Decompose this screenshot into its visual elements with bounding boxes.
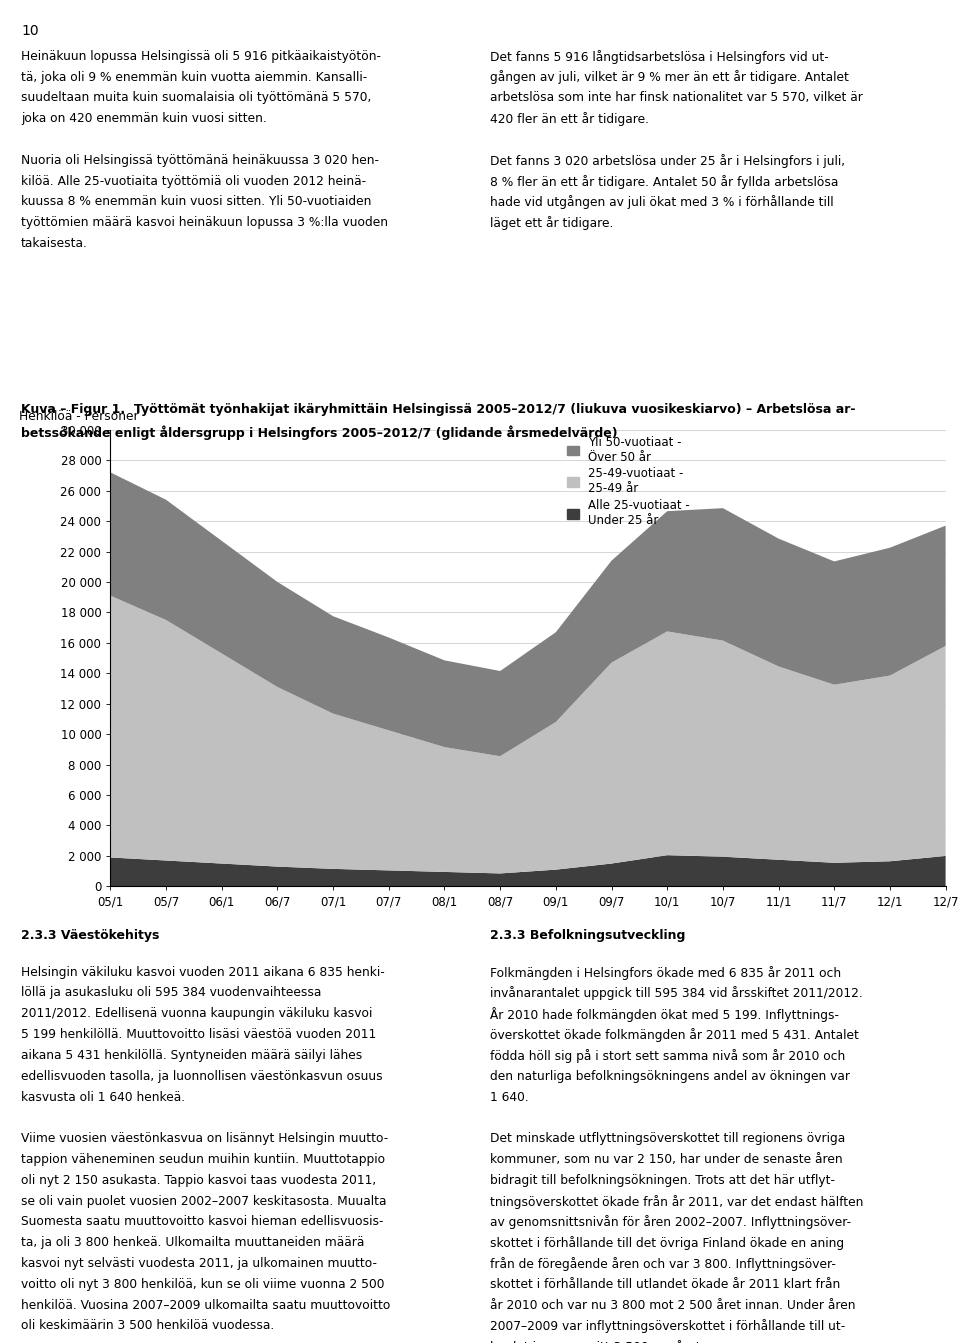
Text: arbetslösa som inte har finsk nationalitet var 5 570, vilket är: arbetslösa som inte har finsk nationalit… — [490, 91, 862, 105]
Text: skottet i förhållande till utlandet ökade år 2011 klart från: skottet i förhållande till utlandet ökad… — [490, 1279, 840, 1291]
Text: överskottet ökade folkmängden år 2011 med 5 431. Antalet: överskottet ökade folkmängden år 2011 me… — [490, 1029, 858, 1042]
Text: skottet i förhållande till det övriga Finland ökade en aning: skottet i förhållande till det övriga Fi… — [490, 1237, 844, 1250]
Text: voitto oli nyt 3 800 henkilöä, kun se oli viime vuonna 2 500: voitto oli nyt 3 800 henkilöä, kun se ol… — [21, 1279, 385, 1291]
Text: 2.3.3 Väestökehitys: 2.3.3 Väestökehitys — [21, 929, 159, 943]
Text: oli nyt 2 150 asukasta. Tappio kasvoi taas vuodesta 2011,: oli nyt 2 150 asukasta. Tappio kasvoi ta… — [21, 1174, 376, 1187]
Legend: Yli 50-vuotiaat -
Över 50 år, 25-49-vuotiaat -
25-49 år, Alle 25-vuotiaat -
Unde: Yli 50-vuotiaat - Över 50 år, 25-49-vuot… — [566, 435, 689, 526]
Text: 10: 10 — [21, 24, 38, 38]
Text: Suomesta saatu muuttovoitto kasvoi hieman edellisvuosis-: Suomesta saatu muuttovoitto kasvoi hiema… — [21, 1215, 384, 1229]
Text: tningsöverskottet ökade från år 2011, var det endast hälften: tningsöverskottet ökade från år 2011, va… — [490, 1195, 863, 1209]
Text: edellisvuoden tasolla, ja luonnollisen väestönkasvun osuus: edellisvuoden tasolla, ja luonnollisen v… — [21, 1069, 383, 1082]
Text: Det minskade utflyttningsöverskottet till regionens övriga: Det minskade utflyttningsöverskottet til… — [490, 1132, 845, 1146]
Text: hade vid utgången av juli ökat med 3 % i förhållande till: hade vid utgången av juli ökat med 3 % i… — [490, 196, 833, 210]
Text: kilöä. Alle 25-vuotiaita työttömiä oli vuoden 2012 heinä-: kilöä. Alle 25-vuotiaita työttömiä oli v… — [21, 175, 367, 188]
Text: suudeltaan muita kuin suomalaisia oli työttömänä 5 570,: suudeltaan muita kuin suomalaisia oli ty… — [21, 91, 372, 105]
Text: invånarantalet uppgick till 595 384 vid årsskiftet 2011/2012.: invånarantalet uppgick till 595 384 vid … — [490, 986, 862, 1001]
Text: år 2010 och var nu 3 800 mot 2 500 året innan. Under åren: år 2010 och var nu 3 800 mot 2 500 året … — [490, 1299, 855, 1312]
Text: 1 640.: 1 640. — [490, 1091, 528, 1104]
Text: 2.3.3 Befolkningsutveckling: 2.3.3 Befolkningsutveckling — [490, 929, 685, 943]
Text: ta, ja oli 3 800 henkeä. Ulkomailta muuttaneiden määrä: ta, ja oli 3 800 henkeä. Ulkomailta muut… — [21, 1237, 365, 1249]
Text: oli keskimäärin 3 500 henkilöä vuodessa.: oli keskimäärin 3 500 henkilöä vuodessa. — [21, 1319, 275, 1332]
Text: Heinäkuun lopussa Helsingissä oli 5 916 pitkäaikaistyötön-: Heinäkuun lopussa Helsingissä oli 5 916 … — [21, 50, 381, 63]
Text: tä, joka oli 9 % enemmän kuin vuotta aiemmin. Kansalli-: tä, joka oli 9 % enemmän kuin vuotta aie… — [21, 70, 368, 83]
Text: Helsingin väkiluku kasvoi vuoden 2011 aikana 6 835 henki-: Helsingin väkiluku kasvoi vuoden 2011 ai… — [21, 966, 385, 979]
Text: löllä ja asukasluku oli 595 384 vuodenvaihteessa: löllä ja asukasluku oli 595 384 vuodenva… — [21, 986, 322, 999]
Text: työttömien määrä kasvoi heinäkuun lopussa 3 %:lla vuoden: työttömien määrä kasvoi heinäkuun lopuss… — [21, 216, 388, 230]
Text: 8 % fler än ett år tidigare. Antalet 50 år fyllda arbetslösa: 8 % fler än ett år tidigare. Antalet 50 … — [490, 175, 838, 188]
Text: 5 199 henkilöllä. Muuttovoitto lisäsi väestöä vuoden 2011: 5 199 henkilöllä. Muuttovoitto lisäsi vä… — [21, 1029, 376, 1041]
Text: av genomsnittsnivån för åren 2002–2007. Inflyttningsöver-: av genomsnittsnivån för åren 2002–2007. … — [490, 1215, 851, 1229]
Text: Det fanns 5 916 långtidsarbetslösa i Helsingfors vid ut-: Det fanns 5 916 långtidsarbetslösa i Hel… — [490, 50, 828, 63]
Text: Viime vuosien väestönkasvua on lisännyt Helsingin muutto-: Viime vuosien väestönkasvua on lisännyt … — [21, 1132, 389, 1146]
Text: bidragit till befolkningsökningen. Trots att det här utflyt-: bidragit till befolkningsökningen. Trots… — [490, 1174, 834, 1187]
Text: från de föregående åren och var 3 800. Inflyttningsöver-: från de föregående åren och var 3 800. I… — [490, 1257, 835, 1270]
Text: Kuva – Figur 1.  Työttömät työnhakijat ikäryhmittäin Helsingissä 2005–2012/7 (li: Kuva – Figur 1. Työttömät työnhakijat ik… — [21, 403, 855, 416]
Text: gången av juli, vilket är 9 % mer än ett år tidigare. Antalet: gången av juli, vilket är 9 % mer än ett… — [490, 70, 849, 85]
Text: År 2010 hade folkmängden ökat med 5 199. Inflyttnings-: År 2010 hade folkmängden ökat med 5 199.… — [490, 1007, 839, 1022]
Text: betssökande enligt åldersgrupp i Helsingfors 2005–2012/7 (glidande årsmedelvärde: betssökande enligt åldersgrupp i Helsing… — [21, 426, 617, 441]
Text: 420 fler än ett år tidigare.: 420 fler än ett år tidigare. — [490, 113, 649, 126]
Text: Det fanns 3 020 arbetslösa under 25 år i Helsingfors i juli,: Det fanns 3 020 arbetslösa under 25 år i… — [490, 154, 845, 168]
Text: se oli vain puolet vuosien 2002–2007 keskitasosta. Muualta: se oli vain puolet vuosien 2002–2007 kes… — [21, 1195, 387, 1207]
Text: Nuoria oli Helsingissä työttömänä heinäkuussa 3 020 hen-: Nuoria oli Helsingissä työttömänä heinäk… — [21, 154, 379, 167]
Text: kommuner, som nu var 2 150, har under de senaste åren: kommuner, som nu var 2 150, har under de… — [490, 1152, 842, 1166]
Text: takaisesta.: takaisesta. — [21, 238, 88, 250]
Text: 2011/2012. Edellisenä vuonna kaupungin väkiluku kasvoi: 2011/2012. Edellisenä vuonna kaupungin v… — [21, 1007, 372, 1021]
Text: läget ett år tidigare.: läget ett år tidigare. — [490, 216, 613, 230]
Text: joka on 420 enemmän kuin vuosi sitten.: joka on 420 enemmän kuin vuosi sitten. — [21, 113, 267, 125]
Text: tappion väheneminen seudun muihin kuntiin. Muuttotappio: tappion väheneminen seudun muihin kuntii… — [21, 1152, 385, 1166]
Text: kasvusta oli 1 640 henkeä.: kasvusta oli 1 640 henkeä. — [21, 1091, 185, 1104]
Text: aikana 5 431 henkilöllä. Syntyneiden määrä säilyi lähes: aikana 5 431 henkilöllä. Syntyneiden mää… — [21, 1049, 362, 1062]
Text: henkilöä. Vuosina 2007–2009 ulkomailta saatu muuttovoitto: henkilöä. Vuosina 2007–2009 ulkomailta s… — [21, 1299, 391, 1312]
Text: födda höll sig på i stort sett samma nivå som år 2010 och: födda höll sig på i stort sett samma niv… — [490, 1049, 845, 1062]
Text: 2007–2009 var inflyttningsöverskottet i förhållande till ut-: 2007–2009 var inflyttningsöverskottet i … — [490, 1319, 845, 1334]
Text: den naturliga befolkningsökningens andel av ökningen var: den naturliga befolkningsökningens andel… — [490, 1069, 850, 1082]
Text: kasvoi nyt selvästi vuodesta 2011, ja ulkomainen muutto-: kasvoi nyt selvästi vuodesta 2011, ja ul… — [21, 1257, 377, 1270]
Text: landet i genomsnitt 3 500 om året.: landet i genomsnitt 3 500 om året. — [490, 1340, 704, 1343]
Text: Folkmängden i Helsingfors ökade med 6 835 år 2011 och: Folkmängden i Helsingfors ökade med 6 83… — [490, 966, 841, 979]
Text: Henkilöä - Personer: Henkilöä - Personer — [19, 410, 139, 423]
Text: kuussa 8 % enemmän kuin vuosi sitten. Yli 50-vuotiaiden: kuussa 8 % enemmän kuin vuosi sitten. Yl… — [21, 196, 372, 208]
